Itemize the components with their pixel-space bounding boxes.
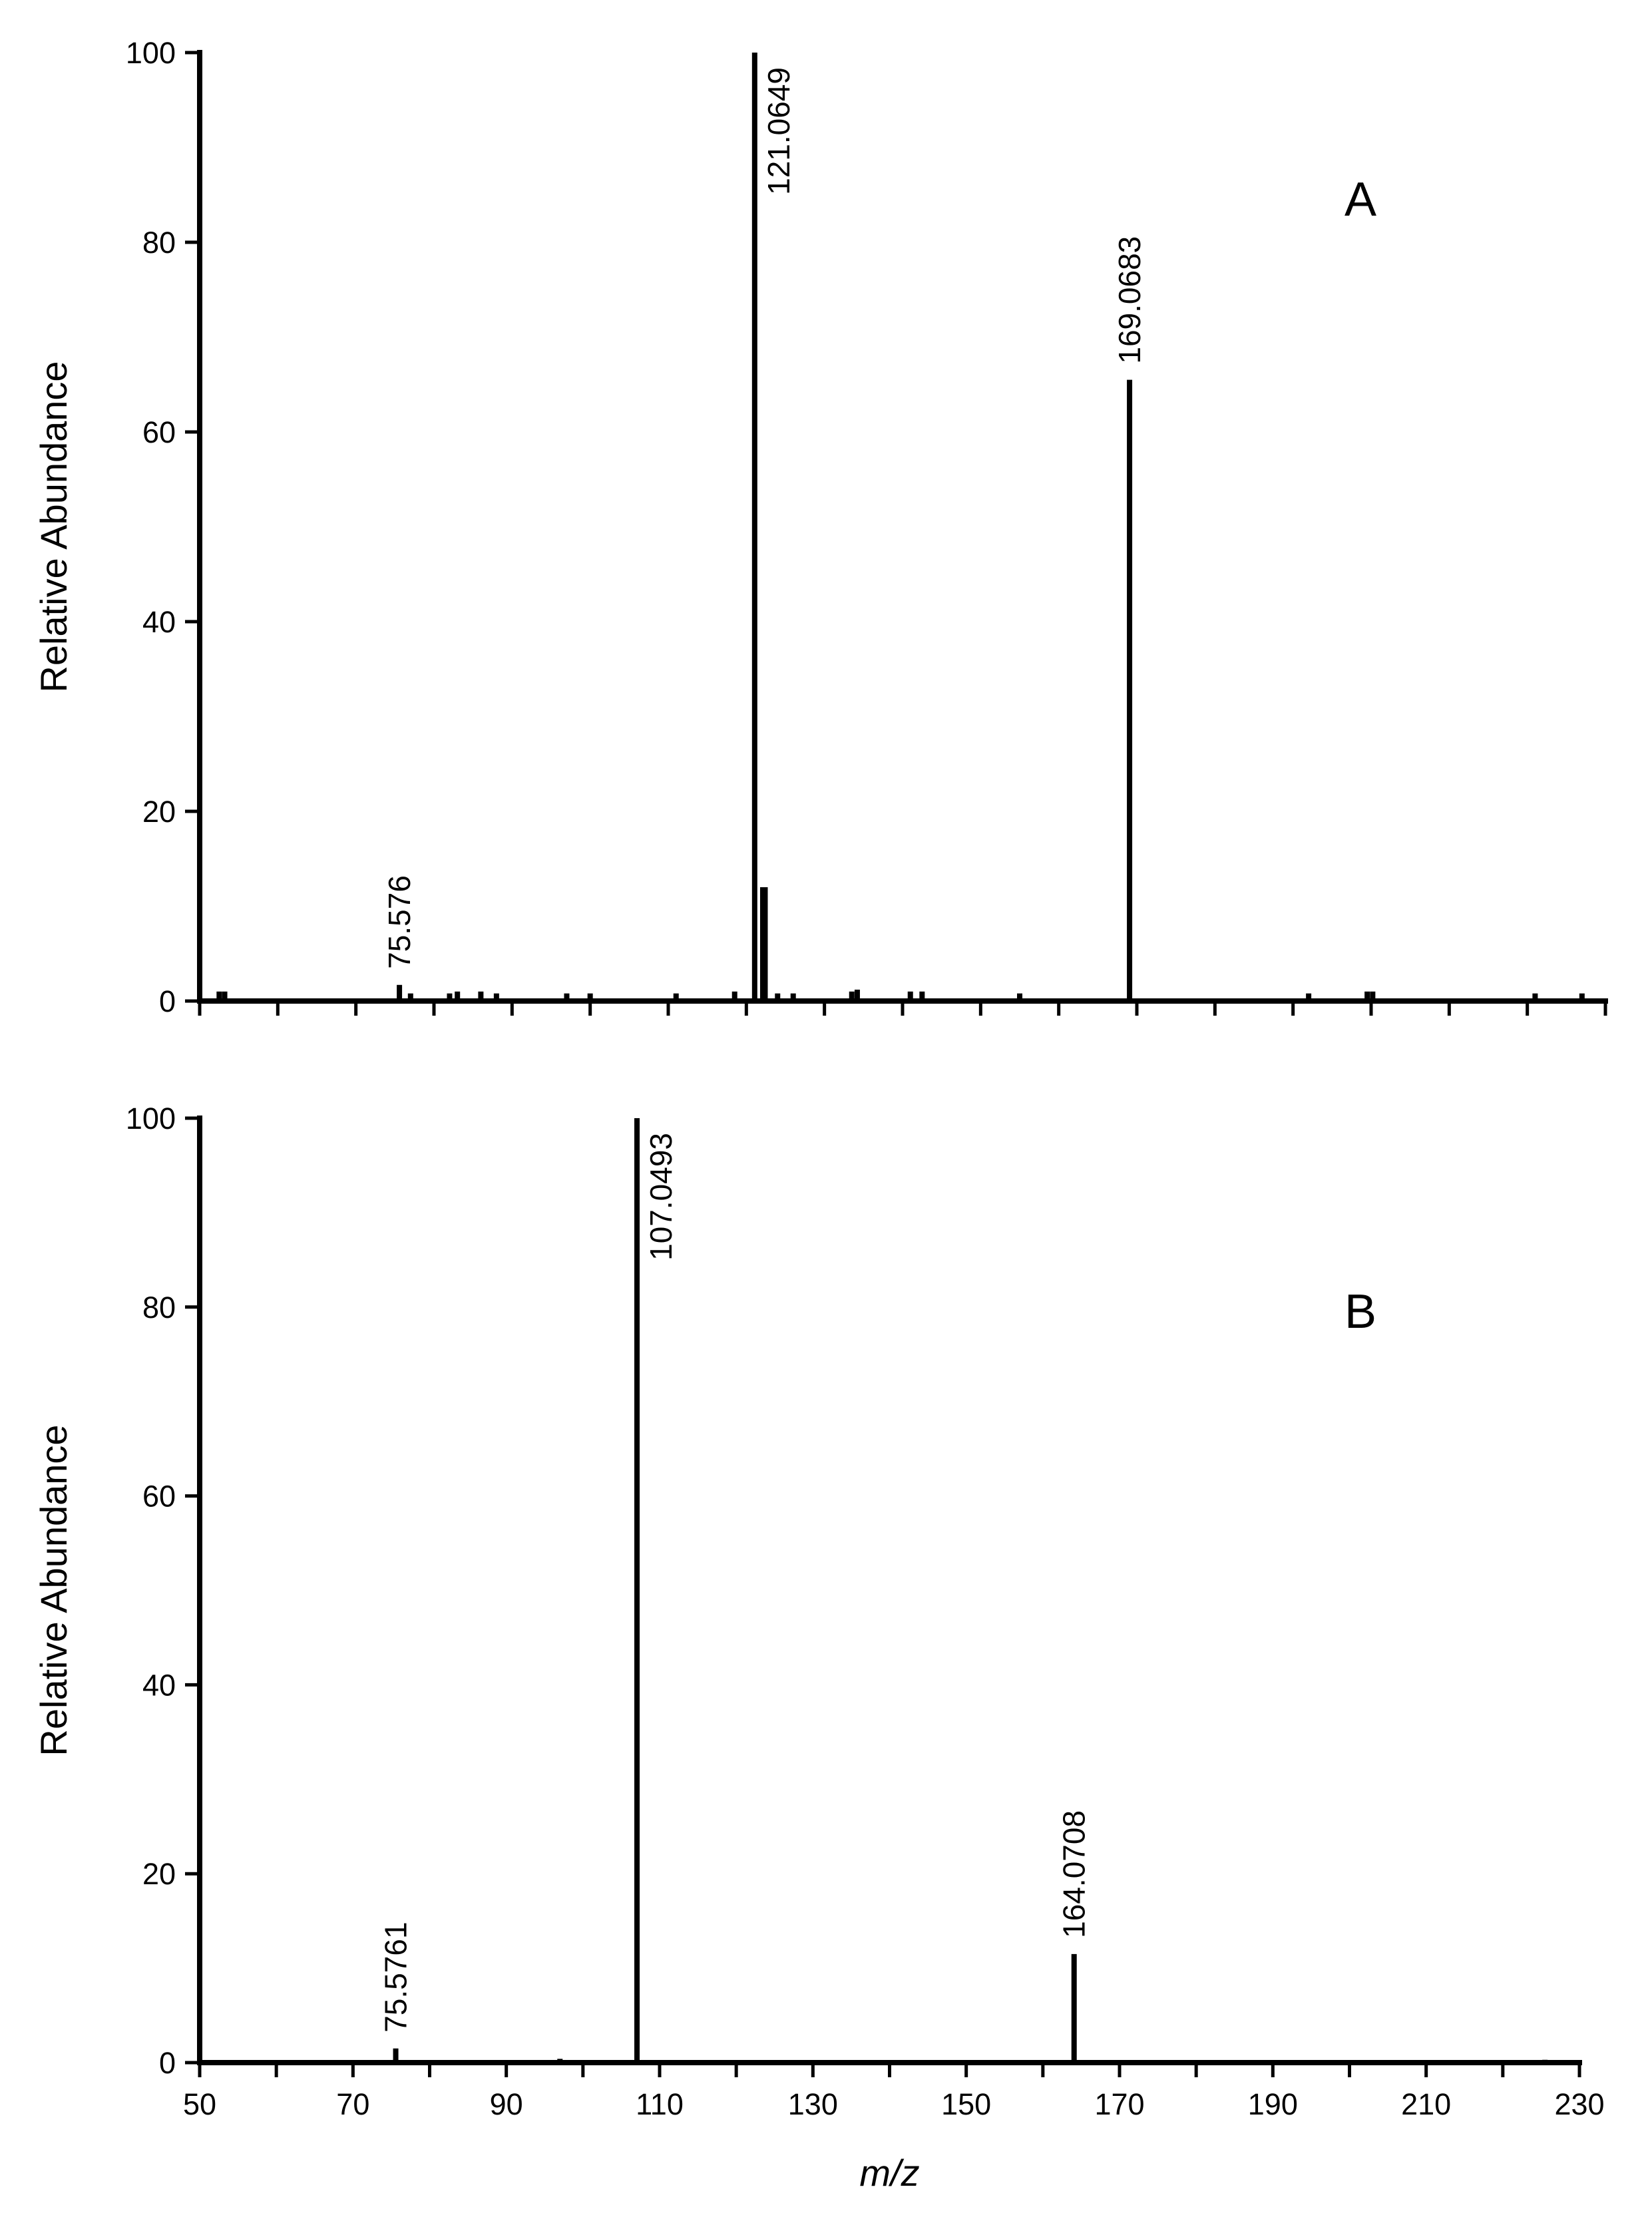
x-tick-label: 210: [1401, 2087, 1451, 2121]
peak-label: 121.0649: [761, 67, 796, 195]
panel-label: B: [1344, 1285, 1376, 1338]
y-tick-label: 20: [142, 1857, 176, 1891]
peak-label: 107.0493: [644, 1133, 678, 1261]
x-tick-label: 130: [788, 2087, 838, 2121]
y-tick-label: 0: [159, 984, 176, 1018]
y-tick-label: 40: [142, 605, 176, 639]
x-tick-label: 50: [183, 2087, 216, 2121]
y-tick-label: 60: [142, 415, 176, 449]
x-tick-label: 150: [941, 2087, 991, 2121]
y-tick-label: 100: [126, 36, 176, 70]
y-tick-label: 60: [142, 1480, 176, 1514]
y-tick-label: 0: [159, 2046, 176, 2080]
peak-label: 164.0708: [1057, 1810, 1092, 1938]
x-tick-label: 190: [1248, 2087, 1298, 2121]
x-tick-label: 170: [1094, 2087, 1144, 2121]
y-axis-title: Relative Abundance: [33, 1424, 75, 1756]
peak-label: 75.576: [382, 875, 417, 969]
y-tick-label: 20: [142, 795, 176, 829]
x-tick-label: 90: [490, 2087, 523, 2121]
x-axis-title: m/z: [859, 2152, 919, 2194]
x-tick-label: 230: [1554, 2087, 1604, 2121]
y-tick-label: 80: [142, 226, 176, 260]
y-tick-label: 100: [126, 1102, 176, 1135]
x-tick-label: 110: [636, 2087, 684, 2121]
y-axis-title: Relative Abundance: [33, 361, 75, 692]
y-tick-label: 80: [142, 1291, 176, 1324]
peak-label: 75.5761: [379, 1922, 413, 2032]
panel-label: A: [1344, 173, 1376, 226]
x-tick-label: 70: [336, 2087, 369, 2121]
peak-label: 169.0683: [1112, 236, 1147, 364]
y-tick-label: 40: [142, 1668, 176, 1702]
